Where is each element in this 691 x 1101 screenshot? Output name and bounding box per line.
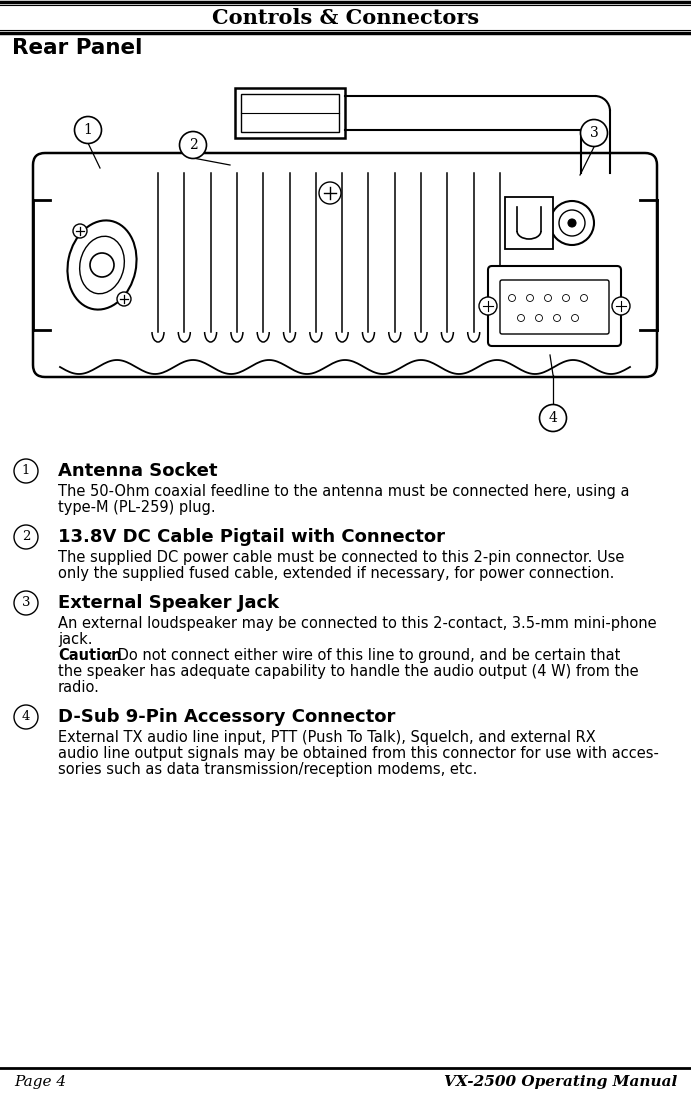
Circle shape <box>540 404 567 432</box>
Circle shape <box>518 315 524 321</box>
Circle shape <box>571 315 578 321</box>
Bar <box>235 88 345 138</box>
Circle shape <box>553 315 560 321</box>
Text: Antenna Socket: Antenna Socket <box>58 462 218 480</box>
Text: VX-2500 Operating Manual: VX-2500 Operating Manual <box>444 1075 677 1089</box>
Bar <box>505 197 553 249</box>
Text: 3: 3 <box>589 126 598 140</box>
Text: The supplied DC power cable must be connected to this 2-pin connector. Use: The supplied DC power cable must be conn… <box>58 550 625 565</box>
Text: 1: 1 <box>22 465 30 478</box>
Circle shape <box>580 294 587 302</box>
Text: 1: 1 <box>84 123 93 137</box>
Text: 4: 4 <box>549 411 558 425</box>
Text: only the supplied fused cable, extended if necessary, for power connection.: only the supplied fused cable, extended … <box>58 566 614 581</box>
Text: 13.8V DC Cable Pigtail with Connector: 13.8V DC Cable Pigtail with Connector <box>58 528 445 546</box>
Circle shape <box>568 219 576 227</box>
Circle shape <box>550 201 594 246</box>
Text: The 50-Ohm coaxial feedline to the antenna must be connected here, using a: The 50-Ohm coaxial feedline to the anten… <box>58 484 630 499</box>
Text: type-M (PL-259) plug.: type-M (PL-259) plug. <box>58 500 216 515</box>
Text: External Speaker Jack: External Speaker Jack <box>58 595 279 612</box>
Circle shape <box>14 591 38 615</box>
Circle shape <box>14 459 38 483</box>
Circle shape <box>319 182 341 204</box>
FancyBboxPatch shape <box>33 153 657 377</box>
Circle shape <box>559 210 585 236</box>
Circle shape <box>14 525 38 549</box>
Circle shape <box>536 315 542 321</box>
Circle shape <box>527 294 533 302</box>
Text: : Do not connect either wire of this line to ground, and be certain that: : Do not connect either wire of this lin… <box>108 648 621 663</box>
Circle shape <box>117 292 131 306</box>
Circle shape <box>545 294 551 302</box>
Circle shape <box>479 297 497 315</box>
Text: 4: 4 <box>22 710 30 723</box>
Circle shape <box>75 117 102 143</box>
Circle shape <box>509 294 515 302</box>
Circle shape <box>180 131 207 159</box>
Text: Rear Panel: Rear Panel <box>12 39 142 58</box>
Text: sories such as data transmission/reception modems, etc.: sories such as data transmission/recepti… <box>58 762 477 777</box>
Bar <box>241 94 339 132</box>
Circle shape <box>90 253 114 277</box>
Text: Page 4: Page 4 <box>14 1075 66 1089</box>
Text: 2: 2 <box>22 531 30 544</box>
Ellipse shape <box>79 237 124 294</box>
Circle shape <box>73 224 87 238</box>
FancyBboxPatch shape <box>500 280 609 334</box>
FancyBboxPatch shape <box>488 266 621 346</box>
Text: audio line output signals may be obtained from this connector for use with acces: audio line output signals may be obtaine… <box>58 746 659 761</box>
Text: radio.: radio. <box>58 680 100 695</box>
Text: External TX audio line input, PTT (Push To Talk), Squelch, and external RX: External TX audio line input, PTT (Push … <box>58 730 596 745</box>
Text: Caution: Caution <box>58 648 122 663</box>
Text: the speaker has adequate capability to handle the audio output (4 W) from the: the speaker has adequate capability to h… <box>58 664 638 679</box>
Text: D-Sub 9-Pin Accessory Connector: D-Sub 9-Pin Accessory Connector <box>58 708 395 726</box>
Text: Controls & Connectors: Controls & Connectors <box>212 8 479 28</box>
Text: An external loudspeaker may be connected to this 2-contact, 3.5-mm mini-phone: An external loudspeaker may be connected… <box>58 615 656 631</box>
Circle shape <box>14 705 38 729</box>
Text: jack.: jack. <box>58 632 93 647</box>
Ellipse shape <box>68 220 137 309</box>
Text: 3: 3 <box>21 597 30 610</box>
Circle shape <box>562 294 569 302</box>
Circle shape <box>612 297 630 315</box>
Text: 2: 2 <box>189 138 198 152</box>
Circle shape <box>580 120 607 146</box>
